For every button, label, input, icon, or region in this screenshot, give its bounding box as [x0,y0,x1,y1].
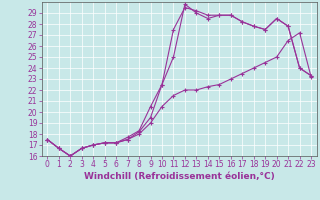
X-axis label: Windchill (Refroidissement éolien,°C): Windchill (Refroidissement éolien,°C) [84,172,275,181]
